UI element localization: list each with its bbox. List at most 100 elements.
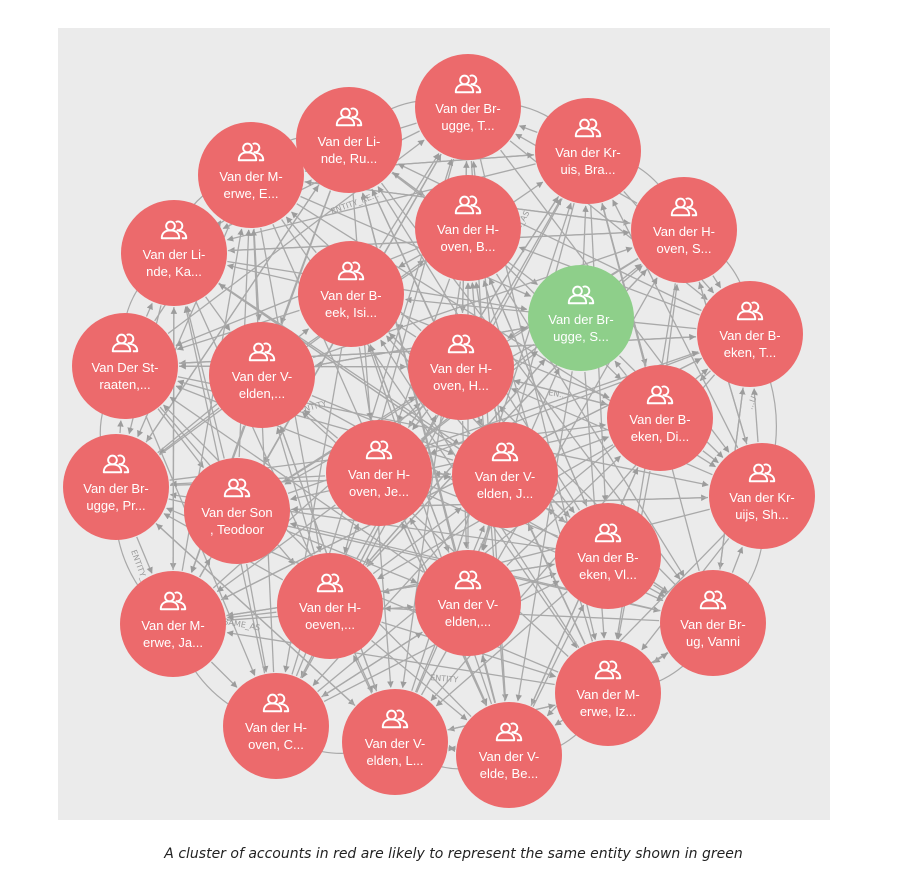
account-node[interactable]: Van der V-elde, Be... <box>456 702 562 808</box>
node-label: nde, Ru... <box>321 151 377 166</box>
account-node[interactable]: Van der V-elden,... <box>415 550 521 656</box>
node-label: , Teodoor <box>210 522 265 537</box>
account-node[interactable]: Van der Br-ugge, Pr... <box>63 434 169 540</box>
account-node[interactable]: Van der Li-nde, Ru... <box>296 87 402 193</box>
account-node[interactable]: Van der B-eken, Di... <box>607 365 713 471</box>
relationship-edge <box>136 536 153 574</box>
node-label: Van der B- <box>577 550 638 565</box>
node-circle[interactable] <box>408 314 514 420</box>
relationship-edge <box>518 124 538 134</box>
account-node[interactable]: Van der H-oven, H... <box>408 314 514 420</box>
account-node[interactable]: Van der M-erwe, E... <box>198 122 304 228</box>
node-label: Van der Li- <box>143 247 206 262</box>
account-node[interactable]: Van der H-oeven,... <box>277 553 383 659</box>
relationship-edge <box>398 253 422 268</box>
relationship-edge <box>480 655 496 704</box>
node-circle[interactable] <box>607 365 713 471</box>
node-circle[interactable] <box>697 281 803 387</box>
relationship-edge <box>699 370 711 381</box>
account-node[interactable]: Van der M-erwe, Iz... <box>555 640 661 746</box>
node-label: Van der H- <box>653 224 715 239</box>
node-circle[interactable] <box>63 434 169 540</box>
account-node[interactable]: Van der B-eken, T... <box>697 281 803 387</box>
node-label: nde, Ka... <box>146 264 202 279</box>
node-circle[interactable] <box>660 570 766 676</box>
node-circle[interactable] <box>184 458 290 564</box>
node-circle[interactable] <box>528 265 634 371</box>
node-circle[interactable] <box>535 98 641 204</box>
account-node[interactable]: Van der B-eken, Vl... <box>555 503 661 609</box>
node-circle[interactable] <box>223 673 329 779</box>
account-node[interactable]: Van der Kr-uijs, Sh... <box>709 443 815 549</box>
account-node[interactable]: Van der V-elden, L... <box>342 689 448 795</box>
relationship-edge <box>495 273 685 577</box>
node-label: Van der Son <box>201 505 272 520</box>
edge-label: SAME_AS <box>223 617 261 632</box>
relationship-edge <box>145 302 153 317</box>
node-circle[interactable] <box>198 122 304 228</box>
node-label: ug, Vanni <box>686 634 740 649</box>
node-label: Van der M- <box>576 687 639 702</box>
node-label: elden, L... <box>366 753 423 768</box>
node-label: Van der H- <box>299 600 361 615</box>
node-label: uijs, Sh... <box>735 507 788 522</box>
account-node[interactable]: Van der V-elden, J... <box>452 422 558 528</box>
node-circle[interactable] <box>415 175 521 281</box>
node-circle[interactable] <box>415 54 521 160</box>
node-circle[interactable] <box>326 420 432 526</box>
relationship-edge <box>226 630 555 686</box>
node-circle[interactable] <box>72 313 178 419</box>
account-node[interactable]: Van der H-oven, B... <box>415 175 521 281</box>
node-label: Van der B- <box>629 412 690 427</box>
node-circle[interactable] <box>555 503 661 609</box>
relationship-edge <box>210 661 238 688</box>
node-circle[interactable] <box>555 640 661 746</box>
account-node[interactable]: Van der V-elden,... <box>209 322 315 428</box>
node-label: oven, Je... <box>349 484 409 499</box>
account-node[interactable]: Van der M-erwe, Ja... <box>120 571 226 677</box>
relationship-edge <box>488 278 588 507</box>
node-circle[interactable] <box>277 553 383 659</box>
node-label: eken, Vl... <box>579 567 637 582</box>
relationship-edge <box>515 371 573 702</box>
relationship-edge <box>226 263 299 283</box>
node-label: Van der Kr- <box>555 145 621 160</box>
node-label: erwe, Iz... <box>580 704 636 719</box>
node-circle[interactable] <box>209 322 315 428</box>
account-node[interactable]: Van der Kr-uis, Bra... <box>535 98 641 204</box>
node-circle[interactable] <box>709 443 815 549</box>
node-label: erwe, Ja... <box>143 635 203 650</box>
node-label: raaten,... <box>99 377 150 392</box>
account-node[interactable]: Van der B-eek, Isi... <box>298 241 404 347</box>
node-circle[interactable] <box>631 177 737 283</box>
account-node[interactable]: Van Der St-raaten,... <box>72 313 178 419</box>
relationship-edge <box>513 379 608 406</box>
node-label: Van der V- <box>475 469 535 484</box>
node-label: Van der H- <box>245 720 307 735</box>
account-node[interactable]: Van der Br-ugge, T... <box>415 54 521 160</box>
relationship-edge <box>216 504 336 593</box>
node-label: Van der B- <box>320 288 381 303</box>
account-node[interactable]: Van der H-oven, S... <box>631 177 737 283</box>
node-label: Van der M- <box>219 169 282 184</box>
entity-node[interactable]: Van der Br-ugge, S... <box>528 265 634 371</box>
node-label: Van der B- <box>719 328 780 343</box>
account-node[interactable]: Van der H-oven, C... <box>223 673 329 779</box>
node-circle[interactable] <box>342 689 448 795</box>
node-circle[interactable] <box>452 422 558 528</box>
relationship-edge <box>702 450 719 464</box>
node-label: Van der H- <box>437 222 499 237</box>
account-node[interactable]: Van der H-oven, Je... <box>326 420 432 526</box>
node-circle[interactable] <box>296 87 402 193</box>
node-circle[interactable] <box>120 571 226 677</box>
node-label: Van der Br- <box>435 101 501 116</box>
node-circle[interactable] <box>456 702 562 808</box>
account-node[interactable]: Van der Br-ug, Vanni <box>660 570 766 676</box>
node-circle[interactable] <box>298 241 404 347</box>
account-node[interactable]: Van der Li-nde, Ka... <box>121 200 227 306</box>
relationship-edge <box>185 305 225 459</box>
relationship-edge <box>169 396 424 573</box>
node-circle[interactable] <box>121 200 227 306</box>
account-node[interactable]: Van der Son , Teodoor <box>184 458 290 564</box>
node-circle[interactable] <box>415 550 521 656</box>
